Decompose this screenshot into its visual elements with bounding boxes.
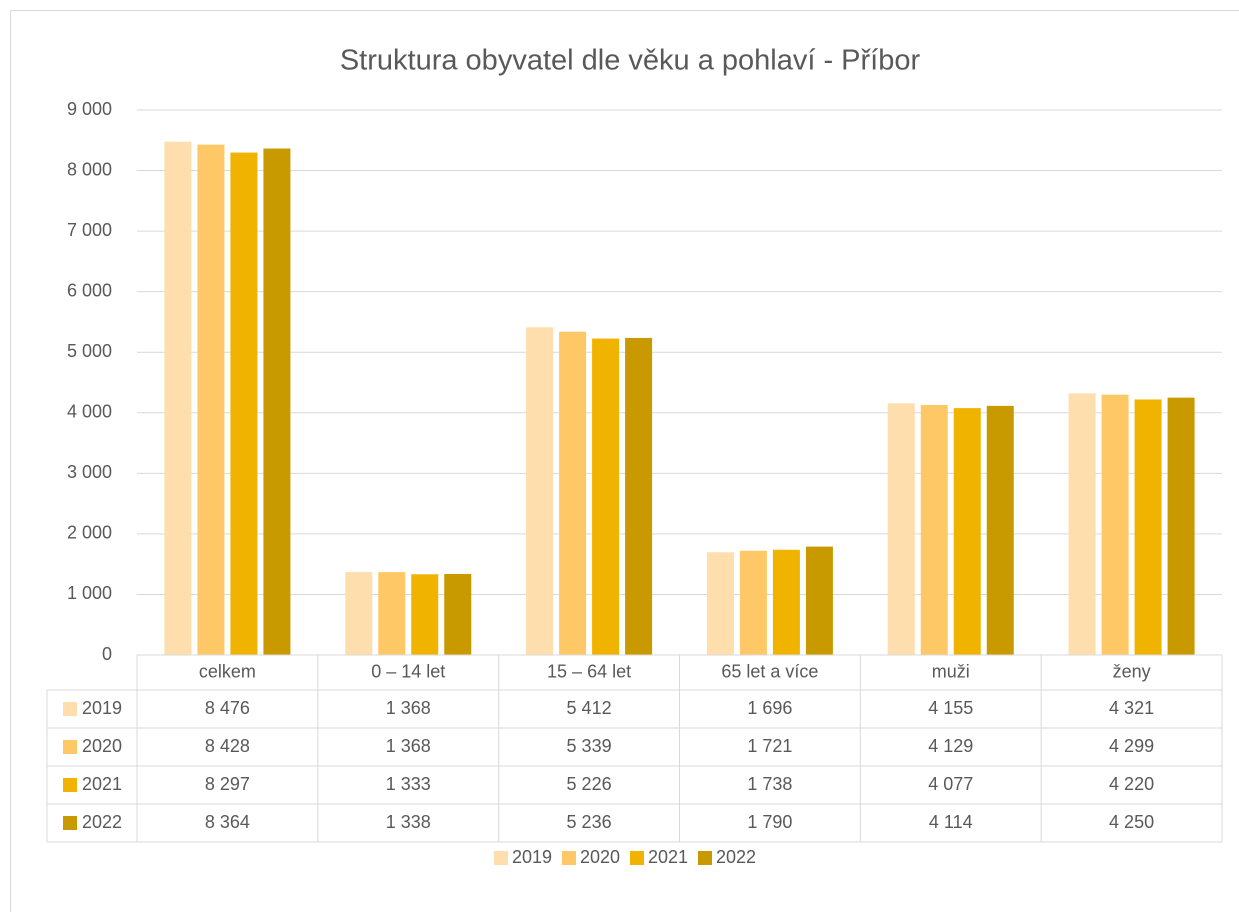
chart-title: Struktura obyvatel dle věku a pohlaví - … (340, 45, 921, 77)
table-row-label: 2019 (82, 698, 122, 718)
bar (920, 404, 948, 655)
x-tick-label: muži (932, 661, 970, 681)
table-value: 1 338 (386, 812, 431, 832)
x-tick-label: 15 – 64 let (547, 661, 631, 681)
table-value: 5 339 (567, 736, 612, 756)
bar (953, 408, 981, 655)
bar (1134, 399, 1162, 655)
table-value: 5 412 (567, 698, 612, 718)
table-value: 1 368 (386, 736, 431, 756)
bar (1167, 397, 1195, 655)
table-value: 4 250 (1109, 812, 1154, 832)
bar (887, 403, 915, 655)
y-tick-label: 7 000 (67, 220, 112, 240)
table-value: 5 226 (567, 774, 612, 794)
y-tick-label: 8 000 (67, 159, 112, 179)
x-tick-label: ženy (1113, 661, 1151, 681)
y-tick-label: 3 000 (67, 462, 112, 482)
legend-label: 2020 (580, 847, 620, 867)
legend-key (562, 851, 576, 865)
legend-key (63, 778, 77, 792)
bar (411, 574, 439, 655)
bar (739, 550, 767, 655)
y-tick-label: 0 (102, 644, 112, 664)
table-value: 1 790 (747, 812, 792, 832)
bar (526, 327, 554, 655)
legend-key (494, 851, 508, 865)
bar (378, 572, 406, 655)
legend-key (698, 851, 712, 865)
table-value: 4 129 (928, 736, 973, 756)
bar (986, 405, 1014, 655)
legend-label: 2019 (512, 847, 552, 867)
table-value: 5 236 (567, 812, 612, 832)
table-value: 8 364 (205, 812, 250, 832)
table-value: 1 738 (747, 774, 792, 794)
y-tick-label: 1 000 (67, 583, 112, 603)
bar (706, 552, 734, 655)
bar (230, 152, 258, 655)
table-value: 4 155 (928, 698, 973, 718)
bar (164, 141, 192, 656)
bar (1068, 393, 1096, 655)
bar (263, 148, 291, 655)
legend-label: 2022 (716, 847, 756, 867)
table-row-label: 2022 (82, 812, 122, 832)
y-tick-label: 4 000 (67, 402, 112, 422)
y-tick-label: 5 000 (67, 341, 112, 361)
legend-key (63, 740, 77, 754)
legend-key (63, 702, 77, 716)
legend-label: 2021 (648, 847, 688, 867)
table-value: 1 696 (747, 698, 792, 718)
table-value: 1 721 (747, 736, 792, 756)
bar (592, 338, 620, 655)
x-tick-label: 65 let a více (721, 661, 818, 681)
bar (444, 573, 472, 655)
table-value: 4 220 (1109, 774, 1154, 794)
table-value: 4 114 (929, 812, 973, 832)
table-value: 4 299 (1109, 736, 1154, 756)
bar (197, 144, 225, 656)
bar (772, 549, 800, 655)
legend-key (63, 816, 77, 830)
chart-border (10, 10, 1239, 912)
x-tick-label: celkem (199, 661, 256, 681)
table-value: 1 333 (386, 774, 431, 794)
y-tick-label: 2 000 (67, 523, 112, 543)
bar (559, 331, 587, 655)
table-value: 8 297 (205, 774, 250, 794)
table-value: 4 321 (1109, 698, 1154, 718)
bar (805, 546, 833, 655)
bar (625, 337, 653, 655)
legend-key (630, 851, 644, 865)
bar (345, 572, 373, 655)
x-tick-label: 0 – 14 let (371, 661, 445, 681)
table-row-label: 2020 (82, 736, 122, 756)
table-value: 4 077 (928, 774, 973, 794)
table-value: 8 428 (205, 736, 250, 756)
table-value: 1 368 (386, 698, 431, 718)
y-tick-label: 6 000 (67, 280, 112, 300)
table-row-label: 2021 (82, 774, 122, 794)
table-value: 8 476 (205, 698, 250, 718)
bar (1101, 394, 1129, 655)
y-tick-label: 9 000 (67, 99, 112, 119)
